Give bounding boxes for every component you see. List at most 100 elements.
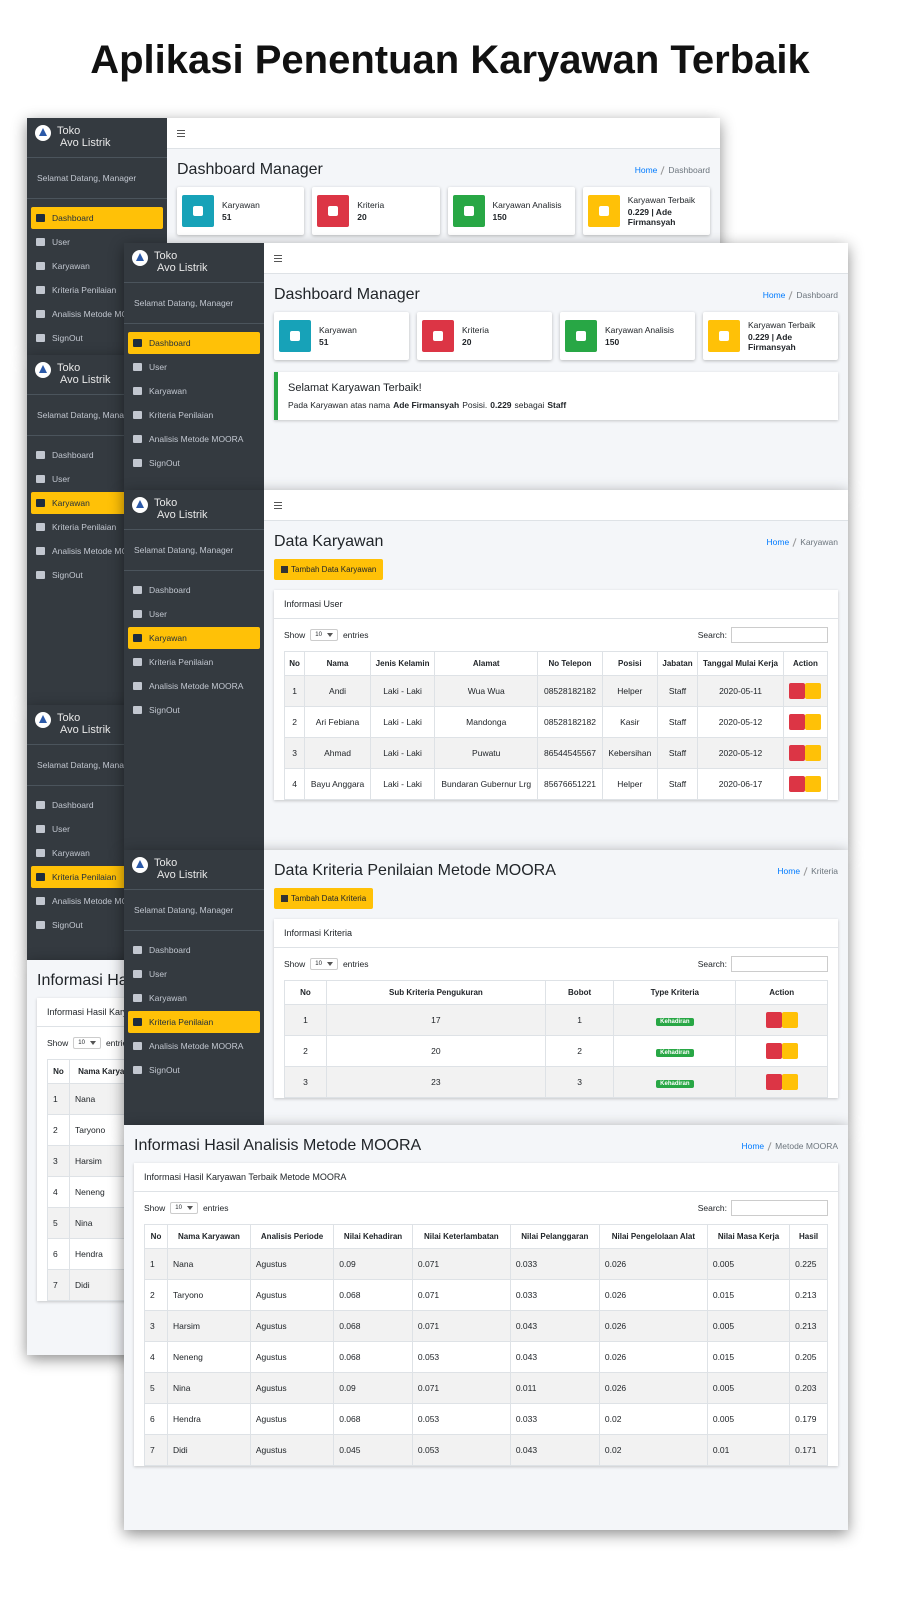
menu-item[interactable]: Kriteria Penilaian	[128, 651, 260, 673]
edit-button[interactable]	[781, 1043, 798, 1059]
menu-item[interactable]: Dashboard	[128, 579, 260, 601]
column-header[interactable]: Hasil	[789, 1224, 828, 1249]
entries-label: entries	[202, 1203, 229, 1213]
add-button[interactable]: Tambah Data Kriteria	[274, 888, 374, 909]
menu-item[interactable]: Dashboard	[31, 794, 163, 816]
add-button[interactable]: Tambah Data Karyawan	[274, 559, 384, 580]
menu-item[interactable]: Karyawan	[128, 380, 260, 402]
column-header[interactable]: Posisi	[601, 651, 658, 676]
menu-item[interactable]: User	[31, 231, 163, 253]
menu-item[interactable]: Kriteria Penilaian	[31, 516, 163, 538]
menu-item[interactable]: SignOut	[31, 327, 163, 349]
menu-item[interactable]: Kriteria Penilaian	[128, 404, 260, 426]
menu-item[interactable]: Analisis Metode MOORA	[128, 675, 260, 697]
menu-item[interactable]: Analisis Metode MOORA	[31, 540, 163, 562]
menu-item[interactable]: Dashboard	[128, 939, 260, 961]
menu-item[interactable]: Karyawan	[31, 255, 163, 277]
info-box[interactable]: Karyawan Analisis 150	[447, 187, 575, 235]
menu-item[interactable]: User	[31, 468, 163, 490]
column-header[interactable]: Jenis Kelamin	[369, 651, 436, 676]
breadcrumb-link[interactable]: Home	[777, 866, 801, 876]
column-header[interactable]: No	[283, 651, 306, 676]
column-header[interactable]: Tanggal Mulai Kerja	[697, 651, 784, 676]
menu-item[interactable]: SignOut	[31, 564, 163, 586]
column-header[interactable]: Alamat	[434, 651, 539, 676]
info-label: Kriteria	[462, 325, 489, 335]
column-header[interactable]: No Telepon	[537, 651, 603, 676]
info-box[interactable]: Karyawan Analisis 150	[560, 312, 695, 360]
menu-item[interactable]: Dashboard	[128, 332, 260, 354]
search-input[interactable]	[731, 956, 828, 972]
info-box[interactable]: Kriteria 20	[312, 187, 440, 235]
menu-item[interactable]: Dashboard	[31, 444, 163, 466]
breadcrumb-link[interactable]: Home	[741, 1141, 765, 1151]
column-header[interactable]: Nilai Keterlambatan	[411, 1224, 511, 1249]
search-input[interactable]	[731, 1200, 828, 1216]
delete-button[interactable]	[789, 683, 806, 699]
info-box[interactable]: Karyawan Terbaik 0.229 | Ade Firmansyah	[582, 187, 710, 235]
info-box[interactable]: Karyawan Terbaik 0.229 | Ade Firmansyah	[703, 312, 838, 360]
column-header[interactable]: Nama Karyawan	[167, 1224, 251, 1249]
edit-button[interactable]	[781, 1012, 798, 1028]
edit-button[interactable]	[781, 1074, 798, 1090]
column-header[interactable]: Bobot	[544, 980, 615, 1005]
menu-item[interactable]: User	[128, 603, 260, 625]
column-header[interactable]: Type Kriteria	[613, 980, 737, 1005]
menu-item[interactable]: User	[31, 818, 163, 840]
menu-item[interactable]: SignOut	[128, 699, 260, 721]
length-select[interactable]: 10	[73, 1037, 101, 1049]
breadcrumb-link[interactable]: Home	[762, 290, 786, 300]
delete-button[interactable]	[789, 776, 806, 792]
edit-button[interactable]	[805, 776, 822, 792]
delete-button[interactable]	[765, 1012, 782, 1028]
length-select[interactable]: 10	[310, 958, 338, 970]
page-heading: Data Kriteria Penilaian Metode MOORA	[274, 862, 556, 879]
edit-button[interactable]	[805, 683, 822, 699]
menu-item[interactable]: Analisis Metode MOORA	[128, 1035, 260, 1057]
info-box[interactable]: Kriteria 20	[417, 312, 552, 360]
menu-toggle[interactable]	[274, 257, 282, 259]
menu-item[interactable]: Karyawan	[128, 987, 260, 1009]
column-header[interactable]: No	[143, 1224, 169, 1249]
column-header[interactable]: No	[284, 980, 327, 1005]
menu-item[interactable]: SignOut	[128, 452, 260, 474]
delete-button[interactable]	[765, 1074, 782, 1090]
menu-item[interactable]: Kriteria Penilaian	[31, 279, 163, 301]
menu-item[interactable]: Karyawan	[128, 627, 260, 649]
search-input[interactable]	[731, 627, 828, 643]
edit-button[interactable]	[805, 714, 822, 730]
column-header[interactable]: Nilai Masa Kerja	[706, 1224, 791, 1249]
delete-button[interactable]	[789, 714, 806, 730]
menu-item[interactable]: User	[128, 356, 260, 378]
menu-item[interactable]: Analisis Metode MOORA	[31, 303, 163, 325]
menu-item[interactable]: Analisis Metode MOORA	[128, 428, 260, 450]
column-header[interactable]: Jabatan	[656, 651, 699, 676]
menu-item[interactable]: User	[128, 963, 260, 985]
menu-item[interactable]: SignOut	[128, 1059, 260, 1081]
menu-item[interactable]: Analisis Metode MOORA	[31, 890, 163, 912]
column-header[interactable]: Nilai Pengelolaan Alat	[598, 1224, 708, 1249]
menu-toggle[interactable]	[274, 504, 282, 506]
menu-item[interactable]: Dashboard	[31, 207, 163, 229]
menu-item[interactable]: SignOut	[31, 914, 163, 936]
info-box[interactable]: Karyawan 51	[177, 187, 305, 235]
column-header[interactable]: Action	[735, 980, 828, 1005]
breadcrumb-link[interactable]: Home	[766, 537, 790, 547]
menu-item[interactable]: Kriteria Penilaian	[128, 1011, 260, 1033]
column-header[interactable]: Nama	[304, 651, 371, 676]
column-header[interactable]: Nilai Kehadiran	[333, 1224, 413, 1249]
column-header[interactable]: No	[47, 1059, 70, 1084]
length-select[interactable]: 10	[310, 629, 338, 641]
delete-button[interactable]	[789, 745, 806, 761]
column-header[interactable]: Analisis Periode	[249, 1224, 335, 1249]
menu-toggle[interactable]	[177, 132, 185, 134]
column-header[interactable]: Action	[782, 651, 829, 676]
edit-button[interactable]	[805, 745, 822, 761]
info-box[interactable]: Karyawan 51	[274, 312, 409, 360]
breadcrumb-link[interactable]: Home	[634, 165, 658, 175]
column-header[interactable]: Sub Kriteria Pengukuran	[325, 980, 546, 1005]
delete-button[interactable]	[765, 1043, 782, 1059]
column-header[interactable]: Nilai Pelanggaran	[509, 1224, 600, 1249]
menu-item[interactable]: Karyawan	[31, 842, 163, 864]
length-select[interactable]: 10	[170, 1202, 198, 1214]
